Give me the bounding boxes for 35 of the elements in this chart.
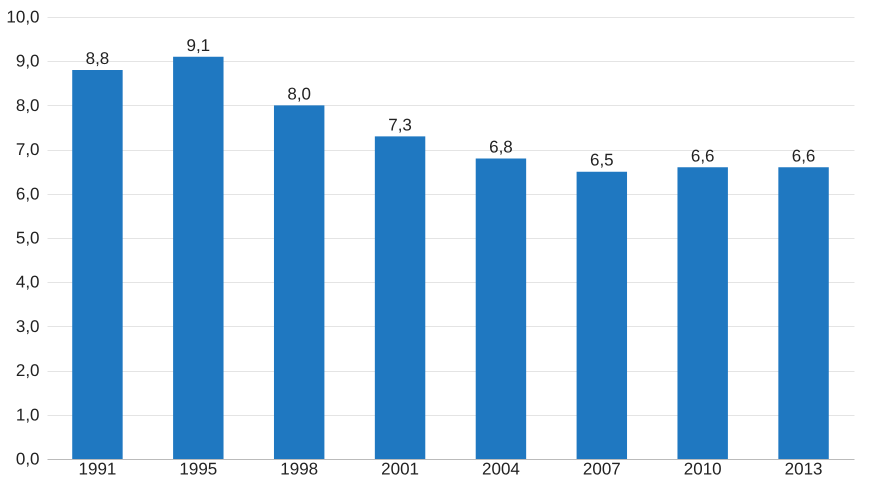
data-label: 6,8 — [489, 137, 513, 156]
data-label: 6,5 — [590, 150, 614, 170]
bar — [374, 136, 426, 459]
x-tick-label: 2007 — [582, 460, 621, 478]
y-tick-label: 8,0 — [16, 96, 40, 115]
y-tick-label: 5,0 — [16, 228, 40, 248]
y-tick-label: 7,0 — [16, 140, 40, 160]
bar — [274, 105, 324, 459]
x-tick-label: 2001 — [381, 460, 419, 478]
y-tick-label: 2,0 — [16, 361, 40, 380]
bar — [173, 56, 224, 459]
bar — [72, 70, 123, 459]
x-tick-label: 2013 — [784, 460, 822, 478]
y-tick-label: 4,0 — [16, 272, 40, 292]
x-tick-label: 1998 — [280, 460, 318, 478]
data-label: 6,6 — [792, 146, 816, 166]
data-label: 8,8 — [86, 49, 110, 68]
x-tick-label: 2010 — [684, 460, 722, 478]
y-tick-label: 6,0 — [16, 184, 40, 204]
x-tick-label: 1991 — [78, 460, 116, 478]
x-tick-label: 1995 — [179, 460, 218, 478]
data-label: 7,3 — [388, 115, 412, 134]
data-label: 9,1 — [186, 36, 210, 55]
bar — [778, 167, 829, 459]
y-tick-label: 9,0 — [16, 52, 40, 71]
y-tick-label: 10,0 — [6, 8, 40, 26]
bar — [576, 172, 628, 459]
bar — [677, 167, 728, 459]
y-tick-label: 3,0 — [16, 316, 40, 336]
data-label: 8,0 — [287, 84, 312, 104]
bar — [476, 158, 526, 459]
y-tick-label: 0,0 — [16, 450, 40, 468]
x-tick-label: 2004 — [482, 460, 520, 478]
data-label: 6,6 — [690, 146, 715, 166]
y-tick-label: 1,0 — [16, 405, 40, 424]
